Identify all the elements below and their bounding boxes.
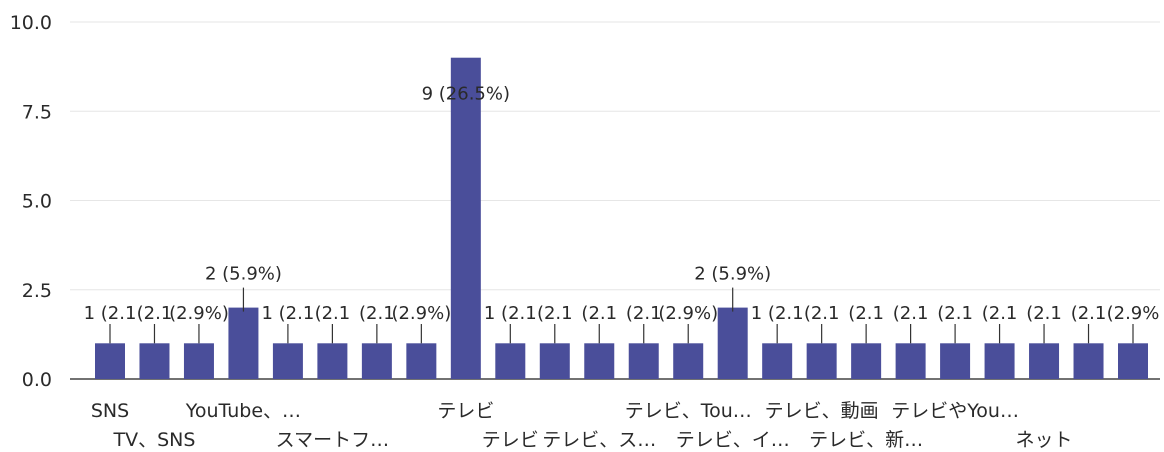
x-category-label: SNS xyxy=(91,400,129,422)
x-category-label: TV、SNS xyxy=(113,429,196,451)
bar xyxy=(272,343,303,379)
bar xyxy=(628,343,659,379)
x-category-label: ネット xyxy=(1016,429,1073,451)
data-label: (2.1 xyxy=(537,303,573,324)
data-label: (2.1 xyxy=(359,303,395,324)
data-label: (2.1 xyxy=(982,303,1018,324)
data-label: (2.1 xyxy=(804,303,840,324)
x-category-label: テレビ xyxy=(437,400,494,422)
bar xyxy=(539,343,570,379)
bar xyxy=(139,343,170,379)
bar xyxy=(183,343,214,379)
bar xyxy=(1118,343,1148,379)
data-label: 1 (2.1 xyxy=(261,303,314,324)
y-tick-label: 10.0 xyxy=(10,12,52,34)
data-label: 1 (2.1 xyxy=(84,303,137,324)
bar xyxy=(895,343,926,379)
x-category-label: テレビやYou… xyxy=(891,400,1019,422)
y-tick-label: 0.0 xyxy=(22,369,52,391)
bar xyxy=(95,343,125,379)
bar xyxy=(673,343,704,379)
data-label: (2.9% xyxy=(1107,303,1160,324)
bar xyxy=(940,343,971,379)
x-category-label: YouTube、… xyxy=(185,400,301,422)
bar xyxy=(317,343,348,379)
data-label: 2 (5.9%) xyxy=(694,264,771,285)
data-label: (2.1 xyxy=(626,303,662,324)
data-label: 9 (26.5%) xyxy=(422,84,510,105)
data-label: (2.9%) xyxy=(391,303,451,324)
bar xyxy=(361,343,392,379)
x-category-label: テレビ、動画 xyxy=(765,400,879,422)
data-label: (2.9%) xyxy=(169,303,229,324)
data-label: (2.1 xyxy=(315,303,351,324)
data-label: (2.1 xyxy=(848,303,884,324)
data-label: (2.1 xyxy=(937,303,973,324)
y-tick-label: 2.5 xyxy=(22,280,52,302)
x-category-label: テレビ xyxy=(482,429,539,451)
bar xyxy=(584,343,615,379)
y-tick-label: 7.5 xyxy=(22,101,52,123)
bar xyxy=(450,57,481,379)
x-category-label: テレビ、新… xyxy=(809,429,923,451)
bar xyxy=(1029,343,1060,379)
data-label: (2.1 xyxy=(1026,303,1062,324)
x-category-label: スマートフ… xyxy=(276,429,389,451)
bar xyxy=(984,343,1015,379)
x-category-label: テレビ、Tou… xyxy=(625,400,752,422)
data-label: 2 (5.9%) xyxy=(205,264,282,285)
bar xyxy=(762,343,793,379)
bar xyxy=(228,307,259,379)
bar xyxy=(495,343,526,379)
bar xyxy=(806,343,837,379)
data-label: 1 (2.1 xyxy=(751,303,804,324)
data-label: (2.1 xyxy=(137,303,173,324)
y-tick-label: 5.0 xyxy=(22,191,52,213)
data-label: (2.1 xyxy=(1071,303,1107,324)
bar xyxy=(851,343,882,379)
x-category-label: テレビ、ス… xyxy=(542,429,656,451)
data-label: (2.1 xyxy=(893,303,929,324)
data-label: (2.1 xyxy=(581,303,617,324)
bar xyxy=(717,307,748,379)
data-label: 1 (2.1 xyxy=(484,303,537,324)
bar xyxy=(1073,343,1104,379)
data-label: (2.9%) xyxy=(658,303,718,324)
x-category-label: テレビ、イ… xyxy=(676,429,790,451)
bar xyxy=(406,343,437,379)
